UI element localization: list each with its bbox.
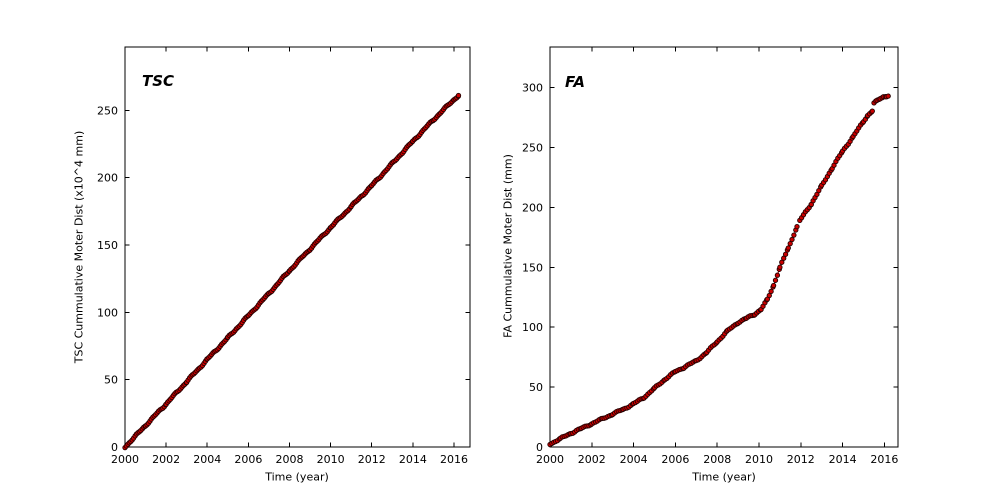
tsc-xaxis-label: Time (year) xyxy=(265,470,329,484)
data-point xyxy=(885,93,891,99)
x-tick-label: 2008 xyxy=(703,453,731,466)
fa-plot-title: FA xyxy=(565,73,585,91)
data-point xyxy=(779,259,785,265)
x-tick-label: 2006 xyxy=(234,453,262,466)
data-point xyxy=(794,223,800,230)
data-point xyxy=(869,108,875,114)
x-tick-label: 2004 xyxy=(620,453,648,466)
fa-axes: 2000 2002 2004 2006 2008 2010 2012 2014 2016 0 50 1… xyxy=(522,46,899,466)
data-point xyxy=(789,236,795,243)
x-tick-label: 2000 xyxy=(111,453,139,466)
x-tick-label: 2016 xyxy=(870,453,898,466)
y-tick-label: 200 xyxy=(522,201,543,214)
x-tick-label: 2002 xyxy=(578,453,606,466)
data-point xyxy=(777,264,783,270)
data-point xyxy=(774,272,781,278)
y-tick-label: 200 xyxy=(97,172,118,185)
y-tick-label: 250 xyxy=(97,104,118,117)
x-tick-label: 2006 xyxy=(661,453,689,466)
x-tick-label: 2014 xyxy=(399,453,427,466)
data-point xyxy=(770,282,777,289)
data-point xyxy=(791,232,797,238)
fa-xaxis-label: Time (year) xyxy=(692,470,756,484)
tsc-yaxis-label: TSC Cummulative Moter Dist (x10^4 mm) xyxy=(72,130,86,364)
y-tick-label: 50 xyxy=(104,374,118,387)
tsc-data-series xyxy=(122,92,462,451)
y-tick-label: 0 xyxy=(111,441,118,454)
tsc-y-axis: 0 50 100 150 200 250 xyxy=(97,104,470,454)
data-point xyxy=(768,288,774,295)
data-point xyxy=(785,245,791,251)
x-tick-label: 2010 xyxy=(745,453,773,466)
tsc-axes: 2000 2002 2004 2006 2008 2010 2012 2014 2016 0 50 1… xyxy=(97,46,471,466)
y-tick-label: 100 xyxy=(97,306,118,319)
fa-y-axis: 0 50 100 150 200 250 300 xyxy=(522,82,898,454)
x-tick-label: 2004 xyxy=(193,453,221,466)
fa-yaxis-label: FA Cummulative Moter Dist (mm) xyxy=(501,154,515,338)
x-tick-label: 2002 xyxy=(152,453,180,466)
tsc-plot-title: TSC xyxy=(142,72,175,90)
fa-spines xyxy=(549,46,899,448)
x-tick-label: 2016 xyxy=(440,453,468,466)
x-tick-label: 2010 xyxy=(317,453,345,466)
x-tick-label: 2012 xyxy=(787,453,815,466)
x-tick-label: 2000 xyxy=(536,453,564,466)
y-tick-label: 150 xyxy=(97,239,118,252)
y-tick-label: 50 xyxy=(529,381,543,394)
y-tick-label: 250 xyxy=(522,142,543,155)
x-tick-label: 2008 xyxy=(275,453,303,466)
y-tick-label: 100 xyxy=(522,321,543,334)
data-point xyxy=(772,277,779,283)
tsc-x-axis: 2000 2002 2004 2006 2008 2010 2012 2014 2016 xyxy=(111,47,468,466)
data-point xyxy=(455,92,462,99)
x-tick-label: 2012 xyxy=(358,453,386,466)
data-point xyxy=(782,251,789,257)
fa-line xyxy=(549,226,798,445)
y-tick-label: 300 xyxy=(522,82,543,95)
fa-x-axis: 2000 2002 2004 2006 2008 2010 2012 2014 2016 xyxy=(536,47,898,466)
x-tick-label: 2014 xyxy=(829,453,857,466)
tsc-spines xyxy=(124,46,471,448)
y-tick-label: 0 xyxy=(536,441,543,454)
fa-data-series xyxy=(547,93,891,448)
y-tick-label: 150 xyxy=(522,261,543,274)
